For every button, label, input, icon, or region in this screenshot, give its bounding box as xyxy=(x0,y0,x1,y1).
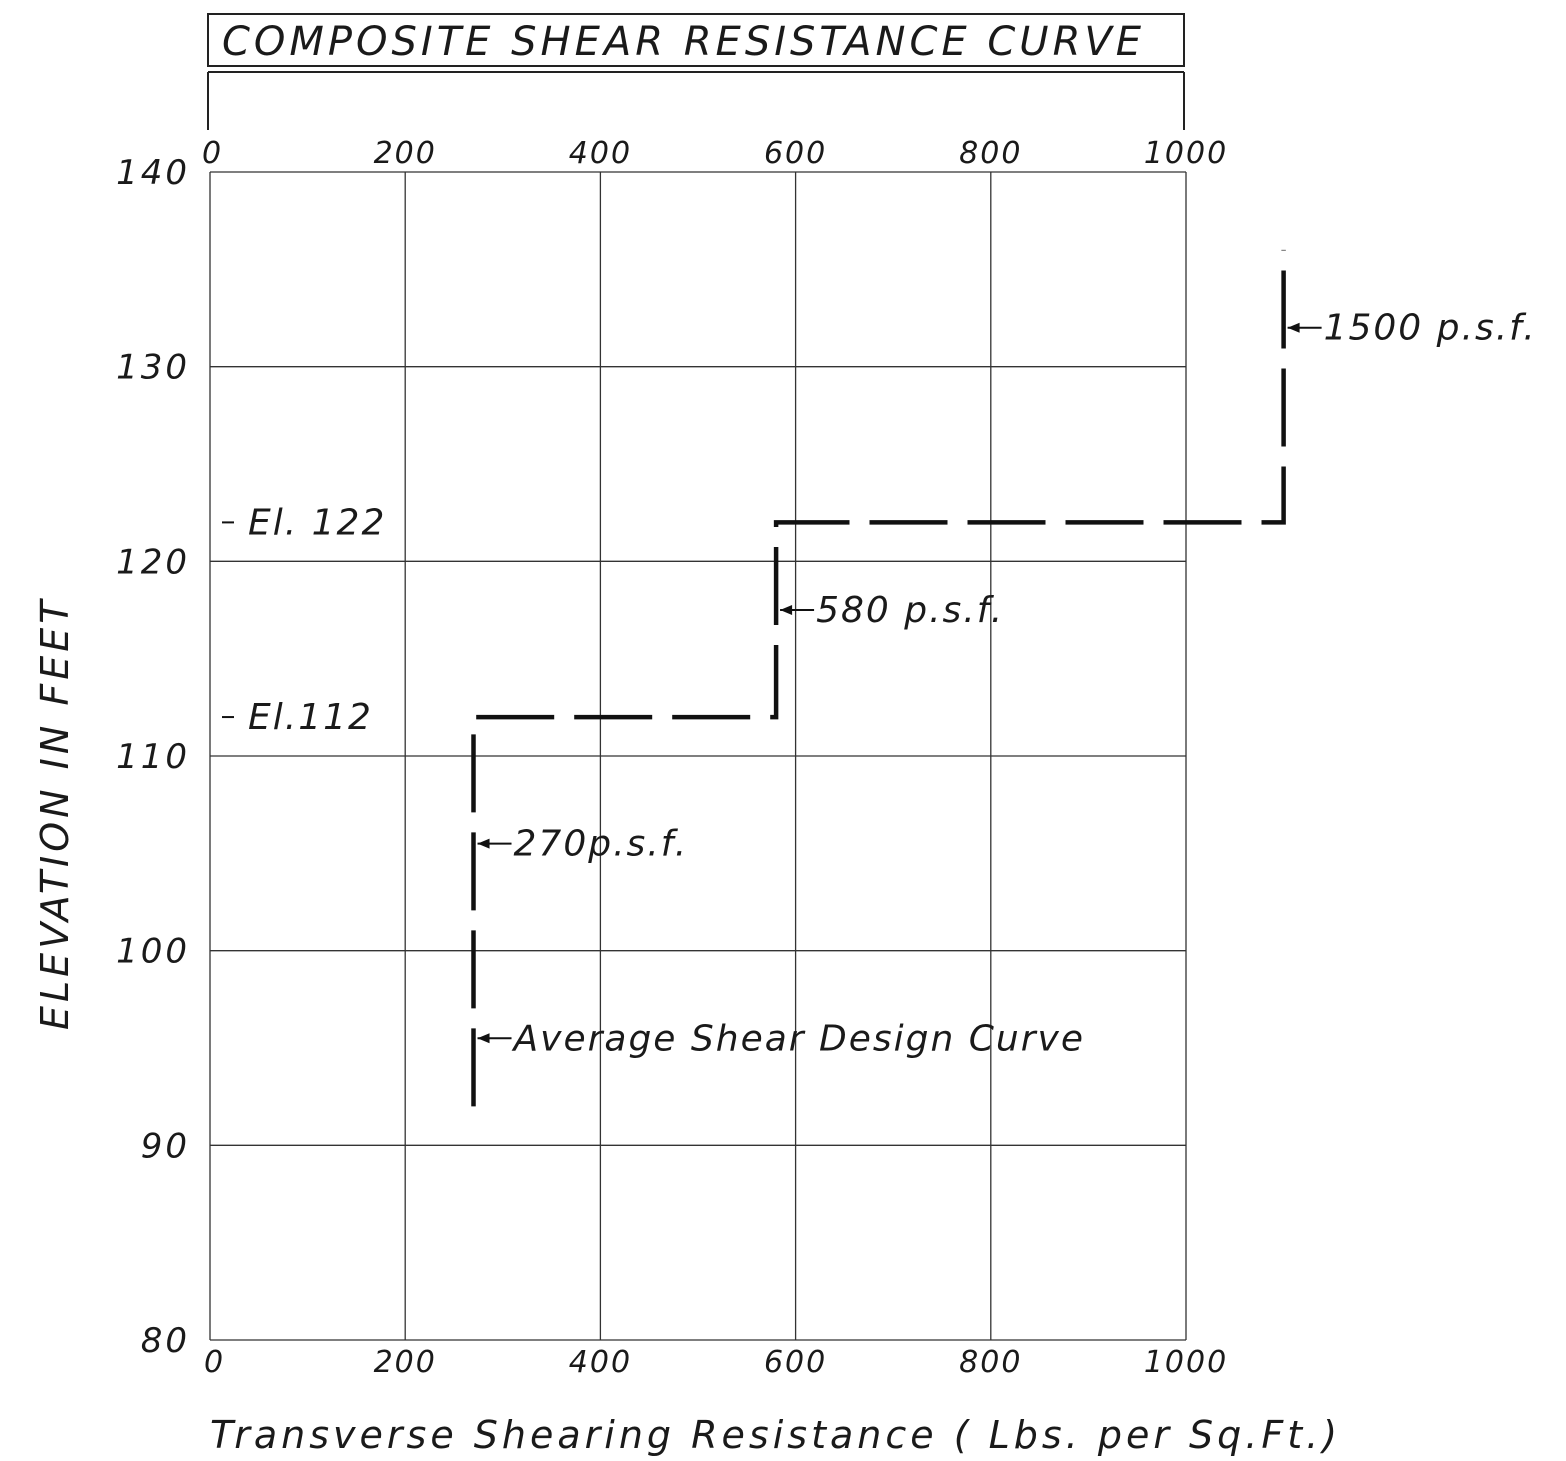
annotation-arrowhead xyxy=(477,1033,490,1044)
y-tick-label: 140 xyxy=(116,153,190,193)
annotation-label: Average Shear Design Curve xyxy=(512,1018,1085,1059)
x-tick-label-top: 800 xyxy=(959,136,1022,171)
title-box xyxy=(207,13,1185,67)
x-tick-label-bottom: 600 xyxy=(764,1345,827,1380)
y-tick-label: 100 xyxy=(116,932,190,972)
series-line-average-shear xyxy=(471,249,1286,1107)
elevation-label: El.112 xyxy=(248,697,373,738)
x-tick-label-bottom: 200 xyxy=(374,1345,437,1380)
y-tick-label: 120 xyxy=(116,542,190,582)
annotation-label: 1500 p.s.f. xyxy=(1324,308,1537,349)
y-tick-label: 110 xyxy=(116,737,190,777)
chart-title: COMPOSITE SHEAR RESISTANCE CURVE xyxy=(222,19,1145,65)
x-tick-label-bottom: 1000 xyxy=(1144,1345,1228,1380)
x-tick-label-top: 200 xyxy=(374,136,437,171)
x-tick-label-bottom: 0 xyxy=(204,1345,225,1380)
y-tick-label: 80 xyxy=(141,1321,190,1361)
x-tick-labels-top: 0 200 400 600 800 1000 xyxy=(202,136,1228,171)
x-tick-label-top: 1000 xyxy=(1144,136,1228,171)
annotation-arrowhead xyxy=(477,838,490,849)
x-tick-label-bottom: 400 xyxy=(569,1345,632,1380)
annotation-label: 580 p.s.f. xyxy=(816,590,1004,631)
x-axis-label: Transverse Shearing Resistance ( Lbs. pe… xyxy=(210,1413,1341,1457)
x-tick-label-bottom: 800 xyxy=(959,1345,1022,1380)
x-tick-labels-bottom: 0 200 400 600 800 1000 xyxy=(204,1345,1228,1380)
y-axis-label: ELEVATION IN FEET xyxy=(33,597,77,1030)
annotation-arrowhead xyxy=(1287,322,1300,333)
annotation-arrowhead xyxy=(780,605,793,615)
y-tick-label: 130 xyxy=(116,348,190,388)
y-tick-labels: 80 90 100 110 120 130 140 xyxy=(116,153,190,1361)
elevation-label: El. 122 xyxy=(248,502,386,543)
annotations-layer: El. 122 El.112 1500 p.s.f. 580 p.s.f. 270p.s… xyxy=(222,308,1537,1059)
series-layer xyxy=(471,249,1286,1107)
y-tick-label: 90 xyxy=(141,1126,190,1166)
annotation-label: 270p.s.f. xyxy=(514,824,689,865)
x-tick-label-top: 600 xyxy=(764,136,827,171)
x-tick-label-top: 400 xyxy=(569,136,632,171)
x-tick-label-top: 0 xyxy=(202,136,223,171)
grid-lines xyxy=(209,171,1187,1341)
